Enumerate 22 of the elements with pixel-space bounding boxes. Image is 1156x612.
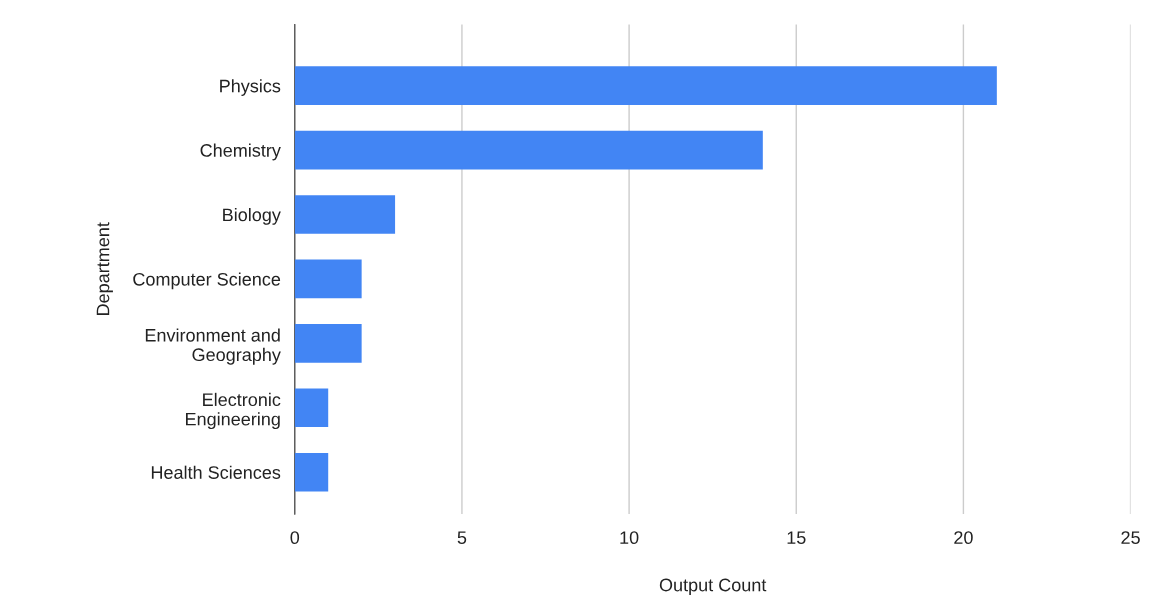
x-tick-label: 5 — [457, 531, 467, 545]
y-tick-label: Chemistry — [200, 143, 281, 161]
x-axis-title: Output Count — [659, 578, 767, 595]
x-tick-label: 20 — [954, 531, 973, 545]
y-tick-label: Biology — [223, 207, 281, 225]
bar — [294, 130, 763, 170]
x-tick-label: 0 — [290, 531, 300, 545]
bar — [294, 324, 362, 363]
x-tick-label: 25 — [1121, 531, 1140, 545]
y-tick-label: Health Sciences — [151, 465, 281, 479]
y-axis-title: Department — [96, 222, 113, 315]
bar — [294, 388, 329, 428]
bar — [294, 195, 396, 234]
y-tick-label: Environment and Geography — [145, 328, 281, 365]
y-tick-label: Computer Science — [133, 272, 281, 290]
x-tick-label: 10 — [620, 531, 639, 545]
bar — [294, 452, 329, 492]
y-tick-label: Physics — [220, 79, 281, 96]
bar — [294, 259, 362, 299]
bar — [294, 66, 997, 106]
y-tick-label: Electronic Engineering — [186, 392, 281, 430]
x-tick-label: 15 — [787, 531, 806, 545]
